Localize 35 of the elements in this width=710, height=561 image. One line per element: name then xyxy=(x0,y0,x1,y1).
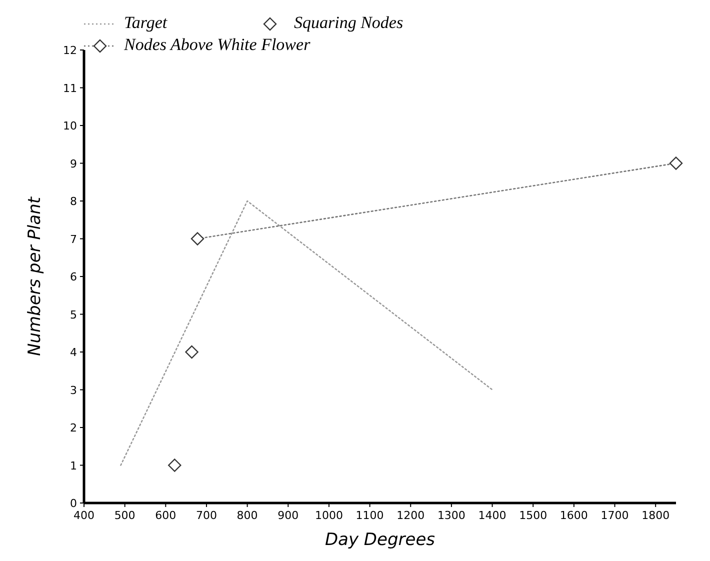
x-tick-label: 900 xyxy=(278,509,299,522)
x-tick-label: 1500 xyxy=(519,509,548,522)
x-tick-label: 1600 xyxy=(560,509,588,522)
x-tick-label: 800 xyxy=(236,509,258,522)
y-tick-label: 9 xyxy=(70,157,77,170)
point xyxy=(185,345,198,359)
x-tick-label: 700 xyxy=(196,509,217,522)
x-tick-label: 1300 xyxy=(437,509,466,522)
x-tick-label: 600 xyxy=(155,509,176,522)
x-tick-label: 1000 xyxy=(314,509,343,522)
x-tick-label: 400 xyxy=(74,509,94,522)
legend-label: Nodes Above White Flower xyxy=(123,35,311,54)
y-tick-label: 6 xyxy=(70,270,77,284)
y-tick-label: 2 xyxy=(70,422,77,434)
y-tick-label: 10 xyxy=(63,120,77,132)
x-tick-label: 500 xyxy=(114,509,136,522)
y-tick-label: 3 xyxy=(70,384,77,397)
x-axis-title: Day Degrees xyxy=(324,530,436,550)
legend-label: Target xyxy=(124,13,168,32)
y-tick-label: 4 xyxy=(70,346,77,359)
y-tick-label: 5 xyxy=(70,308,77,322)
x-tick-label: 1700 xyxy=(600,509,629,522)
point xyxy=(168,458,182,472)
y-axis-title: Numbers per Plant xyxy=(25,196,45,356)
x-tick-label: 1400 xyxy=(478,509,506,522)
x-tick-label: 1200 xyxy=(396,509,425,522)
x-tick-label: 1100 xyxy=(356,509,384,522)
y-tick-label: 7 xyxy=(70,232,77,246)
y-tick-label: 12 xyxy=(63,44,77,57)
y-tick-label: 0 xyxy=(70,497,77,510)
y-tick-label: 8 xyxy=(70,195,77,208)
legend-label: Squaring Nodes xyxy=(294,13,404,32)
x-tick-label: 1800 xyxy=(642,509,670,522)
y-tick-label: 1 xyxy=(70,459,77,472)
y-tick-label: 11 xyxy=(63,82,77,95)
